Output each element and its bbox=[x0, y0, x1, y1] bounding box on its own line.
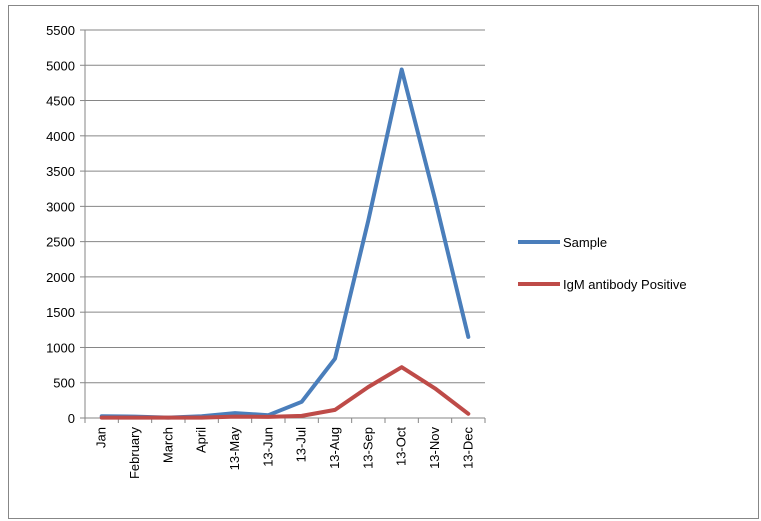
x-tick-label: 13-Dec bbox=[460, 427, 475, 469]
y-tick-label: 4000 bbox=[46, 129, 75, 144]
x-tick-label: 13-Oct bbox=[394, 427, 409, 466]
x-tick-label: Jan bbox=[94, 427, 109, 448]
x-tick-label: 13-Nov bbox=[427, 427, 442, 469]
x-tick-label: April bbox=[194, 427, 209, 453]
legend-label-1: IgM antibody Positive bbox=[563, 277, 687, 292]
y-tick-label: 5000 bbox=[46, 58, 75, 73]
x-tick-label: 13-Aug bbox=[327, 427, 342, 469]
y-tick-label: 3500 bbox=[46, 164, 75, 179]
y-tick-label: 1000 bbox=[46, 340, 75, 355]
x-tick-labels: Jan February March April 13-May 13-Jun 13-Jul 1… bbox=[94, 427, 476, 480]
y-tick-label: 1500 bbox=[46, 305, 75, 320]
y-tick-label: 3000 bbox=[46, 199, 75, 214]
axes bbox=[80, 29, 486, 423]
x-tick-label: 13-Jul bbox=[294, 427, 309, 463]
y-tick-label: 2000 bbox=[46, 270, 75, 285]
x-tick-label: 13-Jun bbox=[260, 427, 275, 467]
y-tick-labels: 0 500 1000 1500 2000 2500 3000 3500 4000 4500 5000… bbox=[46, 23, 75, 426]
legend-label-0: Sample bbox=[563, 235, 607, 250]
x-tick-label: February bbox=[127, 427, 142, 480]
y-tick-label: 500 bbox=[53, 376, 75, 391]
legend: Sample IgM antibody Positive bbox=[518, 235, 687, 292]
series-line-1 bbox=[99, 365, 471, 420]
series-lines bbox=[99, 67, 471, 420]
series-line-0 bbox=[99, 67, 471, 420]
x-tick-label: March bbox=[160, 427, 175, 463]
y-tick-label: 2500 bbox=[46, 235, 75, 250]
x-tick-label: 13-Sep bbox=[360, 427, 375, 469]
chart-frame bbox=[8, 5, 759, 519]
x-tick-label: 13-May bbox=[227, 427, 242, 471]
y-tick-label: 5500 bbox=[46, 23, 75, 38]
gridlines bbox=[85, 29, 485, 384]
y-tick-label: 4500 bbox=[46, 94, 75, 109]
y-tick-label: 0 bbox=[68, 411, 75, 426]
